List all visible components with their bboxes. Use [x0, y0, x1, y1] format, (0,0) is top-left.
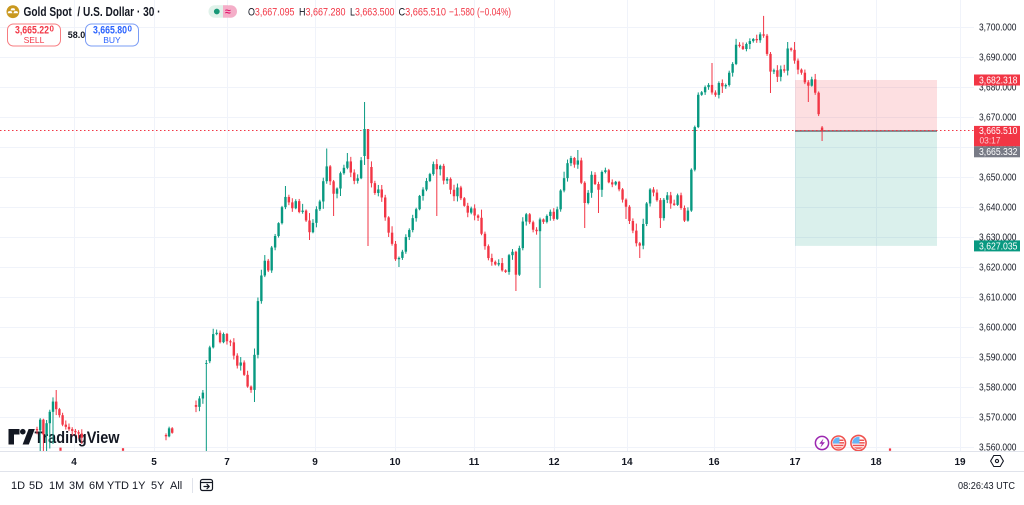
svg-text:3,600.000: 3,600.000 [979, 323, 1017, 334]
svg-text:3M: 3M [69, 480, 84, 492]
svg-text:3,665.510: 3,665.510 [979, 126, 1018, 137]
svg-text:H3,667.280: H3,667.280 [299, 7, 346, 19]
svg-text:L3,663.500: L3,663.500 [350, 7, 395, 19]
svg-text:3,670.000: 3,670.000 [979, 113, 1017, 124]
svg-text:3,610.000: 3,610.000 [979, 293, 1017, 304]
svg-text:3,650.000: 3,650.000 [979, 173, 1017, 184]
svg-text:3,665.22: 3,665.22 [15, 25, 49, 37]
svg-text:4: 4 [71, 457, 77, 468]
svg-text:3,665.80: 3,665.80 [93, 25, 127, 37]
svg-text:O3,667.095: O3,667.095 [248, 7, 295, 19]
svg-text:3,620.000: 3,620.000 [979, 263, 1017, 274]
svg-text:3,682.318: 3,682.318 [979, 76, 1018, 87]
svg-text:3,640.000: 3,640.000 [979, 203, 1017, 214]
svg-text:SELL: SELL [24, 35, 45, 45]
svg-text:3,580.000: 3,580.000 [979, 383, 1017, 394]
svg-text:17: 17 [789, 457, 801, 468]
svg-text:All: All [170, 480, 182, 492]
svg-text:14: 14 [621, 457, 633, 468]
svg-text:3,560.000: 3,560.000 [979, 443, 1017, 454]
svg-text:08:26:43 UTC: 08:26:43 UTC [958, 480, 1015, 492]
svg-text:18: 18 [870, 457, 882, 468]
svg-text:11: 11 [469, 457, 480, 468]
svg-text:7: 7 [224, 457, 230, 468]
svg-text:0: 0 [50, 25, 55, 34]
svg-text:−1.580 (−0.04%): −1.580 (−0.04%) [449, 7, 511, 19]
svg-text:5D: 5D [29, 480, 43, 492]
svg-text:3,690.000: 3,690.000 [979, 53, 1017, 64]
svg-text:3,665.332: 3,665.332 [979, 147, 1018, 158]
svg-text:6M: 6M [89, 480, 104, 492]
svg-text:1Y: 1Y [132, 480, 146, 492]
svg-text:1D: 1D [11, 480, 25, 492]
svg-text:12: 12 [548, 457, 560, 468]
svg-text:Gold Spot / U.S. Dollar · 30: Gold Spot / U.S. Dollar · 30 · [24, 5, 161, 19]
svg-text:3,590.000: 3,590.000 [979, 353, 1017, 364]
svg-text:9: 9 [312, 457, 318, 468]
svg-text:3,570.000: 3,570.000 [979, 413, 1017, 424]
svg-text:10: 10 [389, 457, 401, 468]
svg-text:03:17: 03:17 [980, 136, 1001, 146]
svg-text:C3,665.510: C3,665.510 [399, 7, 447, 19]
svg-text:BUY: BUY [103, 35, 121, 45]
svg-text:TradingView: TradingView [35, 429, 120, 447]
svg-text:3,630.000: 3,630.000 [979, 233, 1017, 244]
svg-text:1M: 1M [49, 480, 64, 492]
svg-text:3,700.000: 3,700.000 [979, 23, 1017, 34]
svg-text:58.0: 58.0 [68, 30, 86, 41]
svg-text:≈: ≈ [225, 6, 231, 18]
svg-text:5Y: 5Y [151, 480, 165, 492]
svg-text:5: 5 [151, 457, 157, 468]
svg-text:19: 19 [954, 457, 966, 468]
svg-text:3,627.035: 3,627.035 [979, 241, 1018, 252]
svg-text:0: 0 [128, 25, 133, 34]
svg-text:YTD: YTD [107, 480, 129, 492]
svg-text:3,680.000: 3,680.000 [979, 83, 1017, 94]
svg-text:16: 16 [708, 457, 720, 468]
